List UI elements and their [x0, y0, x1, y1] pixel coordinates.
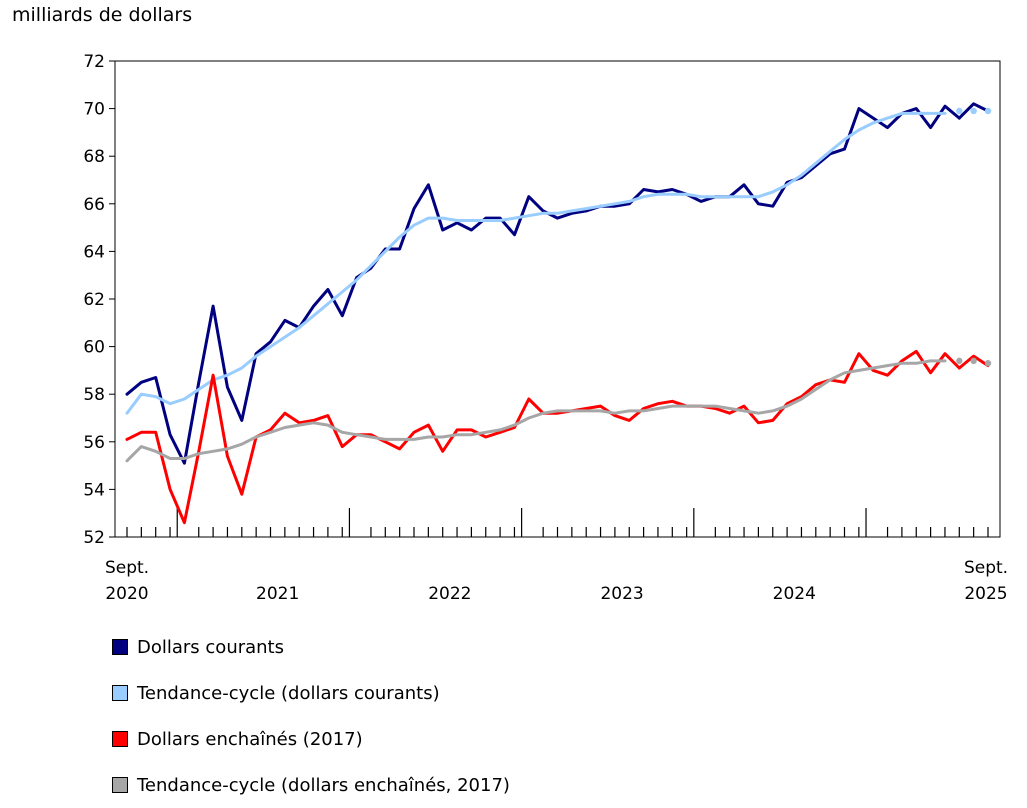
trend-projection-dot: [984, 107, 992, 115]
x-start-year-label: 2020: [105, 584, 148, 604]
y-tick-label: 60: [83, 338, 105, 358]
series-4: [125, 357, 992, 463]
y-tick-label: 72: [83, 52, 105, 72]
series-line-tail: [957, 354, 990, 370]
y-tick-label: 68: [83, 147, 105, 167]
y-tick-label: 52: [83, 528, 105, 548]
legend-label: Tendance-cycle (dollars enchaînés, 2017): [137, 774, 510, 796]
y-tick-label: 66: [83, 195, 105, 215]
trend-projection-dot: [984, 360, 992, 367]
legend-swatch: [112, 777, 128, 793]
legend-item-tendance-courants: Tendance-cycle (dollars courants): [112, 670, 510, 716]
x-year-label: 2023: [600, 584, 643, 604]
series-line: [125, 359, 947, 463]
y-tick-label: 56: [83, 433, 105, 453]
x-end-year-label: 2025: [964, 584, 1007, 604]
legend-label: Dollars courants: [137, 636, 284, 658]
y-tick-label: 64: [83, 242, 105, 262]
y-tick-label: 58: [83, 385, 105, 405]
legend-label: Dollars enchaînés (2017): [137, 728, 363, 750]
series-line-tail: [957, 102, 990, 120]
legend-item-dollars-courants: Dollars courants: [112, 624, 510, 670]
legend-swatch: [112, 731, 128, 747]
y-tick-label: 62: [83, 290, 105, 310]
y-tick-label: 54: [83, 480, 105, 500]
x-end-month-label: Sept.: [964, 558, 1008, 578]
legend-item-dollars-enchaines: Dollars enchaînés (2017): [112, 716, 510, 762]
legend-label: Tendance-cycle (dollars courants): [137, 682, 440, 704]
series-2: [125, 107, 992, 415]
trend-projection-dot: [970, 107, 977, 115]
series-line: [125, 111, 947, 415]
x-year-label: 2022: [428, 584, 471, 604]
trend-projection-dot: [956, 357, 963, 365]
legend-swatch: [112, 685, 128, 701]
legend-swatch: [112, 639, 128, 655]
line-chart: 52 54 56 58 60 62 64 66 68 70 72 Sept. 2020 Sept. 2025…: [83, 52, 1008, 604]
trend-projection-dot: [970, 357, 977, 365]
legend-item-tendance-enchaines: Tendance-cycle (dollars enchaînés, 2017): [112, 762, 510, 808]
series-1: [125, 102, 990, 465]
x-year-label: 2021: [256, 584, 299, 604]
trend-projection-dot: [956, 107, 963, 115]
legend: Dollars courants Tendance-cycle (dollars…: [112, 624, 510, 808]
y-tick-label: 70: [83, 100, 105, 120]
x-start-month-label: Sept.: [105, 558, 149, 578]
y-axis-title: milliards de dollars: [12, 4, 193, 26]
x-year-label: 2024: [773, 584, 816, 604]
series-line: [125, 104, 961, 465]
